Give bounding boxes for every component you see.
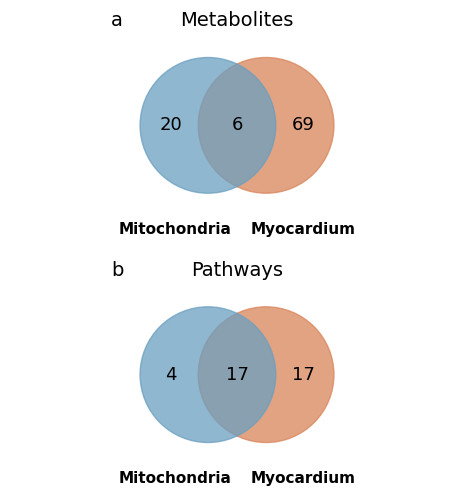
Text: 4: 4 xyxy=(165,366,176,384)
Text: Myocardium: Myocardium xyxy=(251,222,356,237)
Circle shape xyxy=(198,307,334,442)
Circle shape xyxy=(198,58,334,193)
Text: 69: 69 xyxy=(292,116,315,134)
Text: Pathways: Pathways xyxy=(191,260,283,280)
Text: 20: 20 xyxy=(159,116,182,134)
Text: b: b xyxy=(111,260,123,280)
Text: Mitochondria: Mitochondria xyxy=(118,471,231,486)
Circle shape xyxy=(140,58,276,193)
Circle shape xyxy=(140,307,276,442)
Text: Metabolites: Metabolites xyxy=(180,12,294,30)
Text: 17: 17 xyxy=(226,366,248,384)
Text: 6: 6 xyxy=(231,116,243,134)
Text: a: a xyxy=(111,12,123,30)
Text: Mitochondria: Mitochondria xyxy=(118,222,231,237)
Text: Myocardium: Myocardium xyxy=(251,471,356,486)
Text: 17: 17 xyxy=(292,366,315,384)
